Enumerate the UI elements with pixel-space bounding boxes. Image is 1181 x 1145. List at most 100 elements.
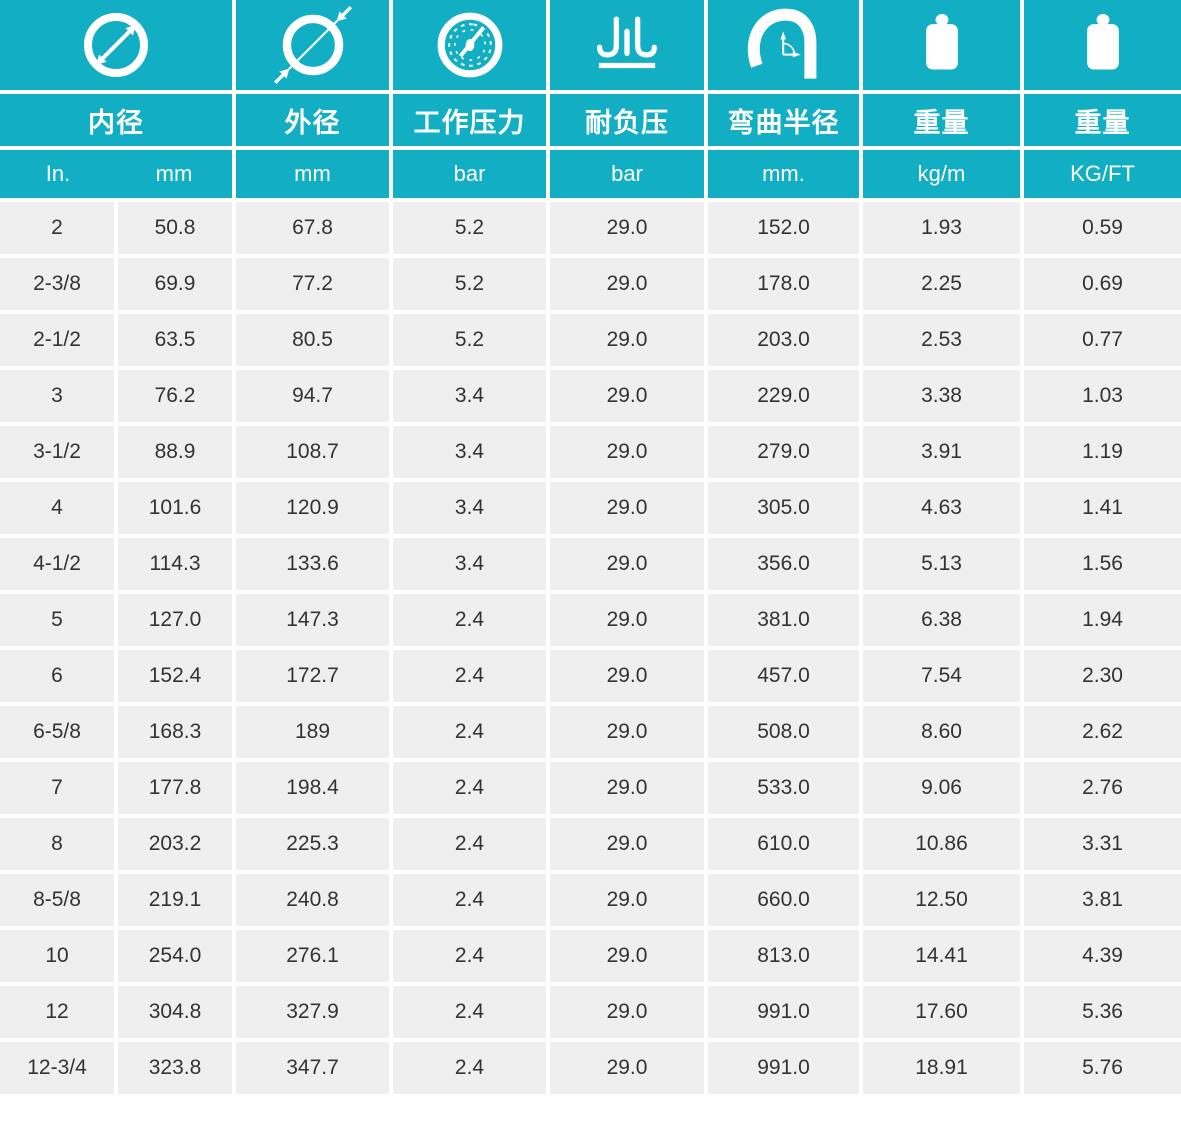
data-cell-r3-c5: 29.0 — [550, 314, 704, 366]
data-cell-r7-c1: 4-1/2 — [0, 538, 114, 590]
data-cell-r7-c6: 356.0 — [708, 538, 859, 590]
data-cell-r7-c2: 114.3 — [118, 538, 232, 590]
data-cell-r15-c3: 327.9 — [236, 986, 389, 1038]
bend-radius-icon — [747, 8, 816, 79]
data-cell-r1-c2: 50.8 — [118, 202, 232, 254]
weight-icon — [925, 14, 958, 70]
data-cell-r5-c1: 3-1/2 — [0, 426, 114, 478]
data-cell-r16-c1: 12-3/4 — [0, 1042, 114, 1094]
data-cell-r5-c7: 3.91 — [863, 426, 1020, 478]
data-cell-r12-c6: 610.0 — [708, 818, 859, 870]
data-cell-r16-c3: 347.7 — [236, 1042, 389, 1094]
data-cell-r13-c2: 219.1 — [118, 874, 232, 926]
data-cell-r4-c7: 3.38 — [863, 370, 1020, 422]
data-cell-r14-c3: 276.1 — [236, 930, 389, 982]
vacuum-suction-icon — [596, 16, 658, 69]
col-header-weight-kgm: 重量 — [863, 94, 1020, 146]
data-cell-r11-c7: 9.06 — [863, 762, 1020, 814]
data-cell-r16-c5: 29.0 — [550, 1042, 704, 1094]
data-cell-r2-c4: 5.2 — [393, 258, 546, 310]
data-cell-r3-c2: 63.5 — [118, 314, 232, 366]
unit-cell-vacuum: bar — [550, 150, 704, 198]
data-cell-r1-c6: 152.0 — [708, 202, 859, 254]
data-cell-r15-c8: 5.36 — [1024, 986, 1181, 1038]
data-cell-r1-c1: 2 — [0, 202, 114, 254]
unit-cell-bend-radius: mm. — [708, 150, 859, 198]
data-cell-r15-c4: 2.4 — [393, 986, 546, 1038]
data-cell-r9-c8: 2.30 — [1024, 650, 1181, 702]
data-cell-r8-c4: 2.4 — [393, 594, 546, 646]
data-cell-r12-c2: 203.2 — [118, 818, 232, 870]
data-cell-r13-c1: 8-5/8 — [0, 874, 114, 926]
data-cell-r14-c7: 14.41 — [863, 930, 1020, 982]
unit-label-mm-inner: mm — [155, 161, 193, 186]
col-header-working-pressure: 工作压力 — [393, 94, 546, 146]
data-cell-r11-c3: 198.4 — [236, 762, 389, 814]
icon-cell-working-pressure — [393, 0, 546, 90]
data-cell-r4-c8: 1.03 — [1024, 370, 1181, 422]
data-cell-r9-c1: 6 — [0, 650, 114, 702]
data-cell-r4-c1: 3 — [0, 370, 114, 422]
data-cell-r2-c6: 178.0 — [708, 258, 859, 310]
data-cell-r4-c5: 29.0 — [550, 370, 704, 422]
col-header-outer-diameter: 外径 — [236, 94, 389, 146]
data-cell-r4-c6: 229.0 — [708, 370, 859, 422]
data-cell-r16-c6: 991.0 — [708, 1042, 859, 1094]
data-cell-r9-c7: 7.54 — [863, 650, 1020, 702]
unit-cell-inner-diameter: In. mm — [0, 150, 232, 198]
data-cell-r11-c8: 2.76 — [1024, 762, 1181, 814]
data-cell-r6-c7: 4.63 — [863, 482, 1020, 534]
data-cell-r12-c1: 8 — [0, 818, 114, 870]
data-cell-r6-c6: 305.0 — [708, 482, 859, 534]
unit-cell-working-pressure: bar — [393, 150, 546, 198]
col-header-vacuum: 耐负压 — [550, 94, 704, 146]
data-cell-r10-c4: 2.4 — [393, 706, 546, 758]
data-cell-r14-c1: 10 — [0, 930, 114, 982]
unit-cell-weight-kgft: KG/FT — [1024, 150, 1181, 198]
data-cell-r14-c5: 29.0 — [550, 930, 704, 982]
data-cell-r10-c6: 508.0 — [708, 706, 859, 758]
data-cell-r7-c4: 3.4 — [393, 538, 546, 590]
data-cell-r9-c6: 457.0 — [708, 650, 859, 702]
data-cell-r8-c1: 5 — [0, 594, 114, 646]
data-cell-r13-c7: 12.50 — [863, 874, 1020, 926]
data-cell-r10-c3: 189 — [236, 706, 389, 758]
data-cell-r7-c5: 29.0 — [550, 538, 704, 590]
data-cell-r9-c4: 2.4 — [393, 650, 546, 702]
data-cell-r11-c5: 29.0 — [550, 762, 704, 814]
outer-diameter-icon — [273, 6, 352, 84]
data-cell-r15-c6: 991.0 — [708, 986, 859, 1038]
data-cell-r10-c2: 168.3 — [118, 706, 232, 758]
data-cell-r11-c6: 533.0 — [708, 762, 859, 814]
data-cell-r6-c5: 29.0 — [550, 482, 704, 534]
col-header-inner-diameter: 内径 — [0, 94, 232, 146]
data-cell-r1-c4: 5.2 — [393, 202, 546, 254]
data-cell-r8-c6: 381.0 — [708, 594, 859, 646]
data-cell-r2-c8: 0.69 — [1024, 258, 1181, 310]
data-cell-r2-c7: 2.25 — [863, 258, 1020, 310]
data-cell-r16-c4: 2.4 — [393, 1042, 546, 1094]
data-cell-r3-c8: 0.77 — [1024, 314, 1181, 366]
data-cell-r15-c1: 12 — [0, 986, 114, 1038]
data-cell-r16-c7: 18.91 — [863, 1042, 1020, 1094]
data-cell-r14-c4: 2.4 — [393, 930, 546, 982]
data-cell-r8-c2: 127.0 — [118, 594, 232, 646]
data-cell-r12-c7: 10.86 — [863, 818, 1020, 870]
unit-cell-weight-kgm: kg/m — [863, 150, 1020, 198]
data-cell-r12-c8: 3.31 — [1024, 818, 1181, 870]
data-cell-r10-c1: 6-5/8 — [0, 706, 114, 758]
data-cell-r8-c7: 6.38 — [863, 594, 1020, 646]
data-cell-r1-c8: 0.59 — [1024, 202, 1181, 254]
data-cell-r11-c4: 2.4 — [393, 762, 546, 814]
data-cell-r13-c3: 240.8 — [236, 874, 389, 926]
pressure-gauge-icon — [437, 12, 502, 78]
inner-diameter-icon — [84, 13, 148, 77]
data-cell-r3-c6: 203.0 — [708, 314, 859, 366]
data-cell-r4-c3: 94.7 — [236, 370, 389, 422]
data-cell-r8-c3: 147.3 — [236, 594, 389, 646]
icon-cell-weight-kgft — [1024, 0, 1181, 90]
data-cell-r13-c8: 3.81 — [1024, 874, 1181, 926]
data-cell-r14-c2: 254.0 — [118, 930, 232, 982]
icon-cell-inner-diameter — [0, 0, 232, 90]
data-cell-r1-c3: 67.8 — [236, 202, 389, 254]
